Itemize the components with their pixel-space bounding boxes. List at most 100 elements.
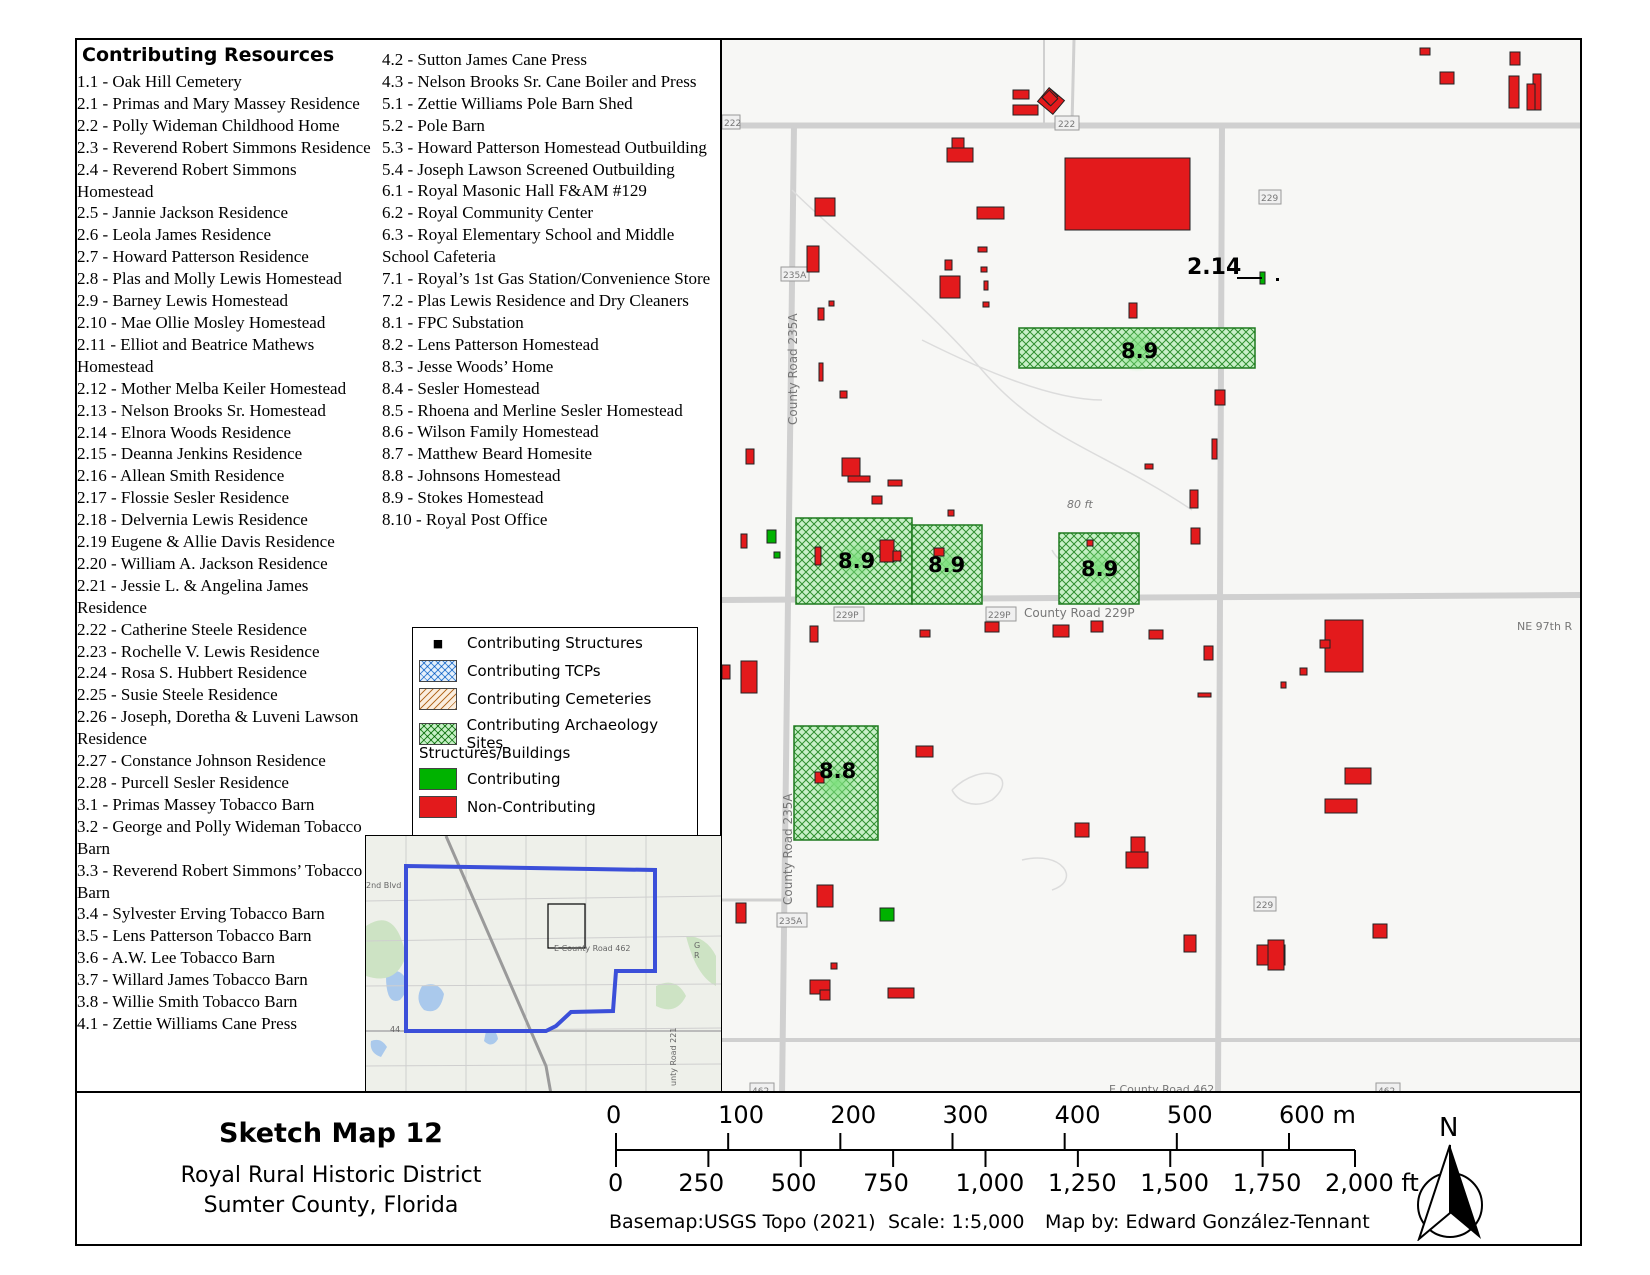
map-legend: ■ Contributing Structures Contributing T… bbox=[412, 627, 698, 839]
map-canvas: 222 222 229 235A 229P 229P 229 235A 462 … bbox=[722, 40, 1580, 1091]
inset-green bbox=[366, 920, 716, 1010]
scale-feet-label: 1,250 bbox=[1047, 1169, 1117, 1197]
resource-item: 2.17 - Flossie Sesler Residence bbox=[77, 488, 289, 508]
resource-item: 2.11 - Elliot and Beatrice Mathews Homes… bbox=[77, 334, 315, 376]
title-block: Sketch Map 12 Royal Rural Historic Distr… bbox=[75, 1091, 587, 1246]
legend-cemeteries: Contributing Cemeteries bbox=[419, 688, 651, 710]
resource-item: 7.1 - Royal’s 1st Gas Station/Convenienc… bbox=[382, 269, 711, 289]
resource-item: 8.9 - Stokes Homestead bbox=[382, 488, 544, 508]
scale-feet-label: 1,000 bbox=[955, 1169, 1025, 1197]
resource-item: 2.18 - Delvernia Lewis Residence bbox=[77, 510, 308, 530]
svg-text:222: 222 bbox=[724, 119, 741, 129]
scale-feet-label: 0 bbox=[608, 1169, 624, 1197]
road-upper-minor bbox=[1070, 40, 1076, 126]
north-arrow-icon bbox=[1417, 1144, 1483, 1241]
basemap-credit: Basemap:USGS Topo (2021) bbox=[609, 1211, 876, 1233]
legend-buildings-heading: Structures/Buildings bbox=[419, 744, 571, 762]
resource-item: 7.2 - Plas Lewis Residence and Dry Clean… bbox=[382, 290, 689, 310]
legend-tcps: Contributing TCPs bbox=[419, 660, 601, 682]
resource-item: 4.1 - Zettie Williams Cane Press bbox=[77, 1013, 297, 1033]
resource-item: 8.8 - Johnsons Homestead bbox=[382, 466, 561, 486]
resource-item: 3.5 - Lens Patterson Tobacco Barn bbox=[77, 926, 312, 946]
resource-item: 5.3 - Howard Patterson Homestead Outbuil… bbox=[382, 137, 707, 157]
scale-meter-label: 100 bbox=[718, 1101, 764, 1129]
resource-item: 2.6 - Leola James Residence bbox=[77, 225, 272, 245]
site-label-a: 8.9 bbox=[1121, 339, 1158, 363]
resource-item: 5.4 - Joseph Lawson Screened Outbuilding bbox=[382, 159, 675, 179]
scale-block: 0 100 200 300 400 500 600 m 0 250 500 750 1,000 1,2… bbox=[585, 1091, 1582, 1246]
district-name: Royal Rural Historic District bbox=[180, 1163, 482, 1188]
label-cr235a-lower: County Road 235A bbox=[781, 793, 795, 905]
svg-text:235A: 235A bbox=[779, 917, 803, 927]
scale-feet-label: 1,500 bbox=[1140, 1169, 1209, 1197]
scale-feet-label: 500 bbox=[770, 1169, 817, 1197]
resource-item: 2.8 - Plas and Molly Lewis Homestead bbox=[77, 269, 342, 289]
resource-item: 2.10 - Mae Ollie Mosley Homestead bbox=[77, 312, 326, 332]
resource-item: 2.21 - Jessie L. & Angelina James Reside… bbox=[77, 575, 309, 617]
inset-extent-box bbox=[547, 903, 586, 949]
shield-235a-lower: 235A bbox=[776, 912, 808, 928]
legend-archaeology: Contributing Archaeology Sites bbox=[419, 716, 697, 752]
label-contour: 80 ft bbox=[1067, 498, 1093, 511]
resource-item: 4.3 - Nelson Brooks Sr. Cane Boiler and … bbox=[382, 71, 697, 91]
scale-meter-label: 300 bbox=[942, 1101, 989, 1129]
archaeology-sites bbox=[793, 327, 1256, 841]
svg-text:229: 229 bbox=[1256, 901, 1273, 911]
resource-item: 2.13 - Nelson Brooks Sr. Homestead bbox=[77, 400, 326, 420]
resource-item: 2.7 - Howard Patterson Residence bbox=[77, 247, 309, 267]
resource-item: 2.14 - Elnora Woods Residence bbox=[77, 422, 292, 442]
resource-item: 3.3 - Reverend Robert Simmons’ Tobacco B… bbox=[77, 860, 363, 902]
svg-text:unty Road 221: unty Road 221 bbox=[669, 1028, 678, 1086]
resource-item: 2.9 - Barney Lewis Homestead bbox=[77, 291, 289, 311]
map-title: Sketch Map 12 bbox=[219, 1118, 443, 1149]
scale-feet-label: 250 bbox=[678, 1169, 725, 1197]
resource-item: 6.3 - Royal Elementary School and Middle… bbox=[382, 225, 675, 267]
resource-item: 2.27 - Constance Johnson Residence bbox=[77, 751, 326, 771]
shield-462-right: 462 bbox=[1375, 1082, 1401, 1091]
svg-text:E County Road 462: E County Road 462 bbox=[554, 944, 631, 953]
contributing-structures-points bbox=[1276, 278, 1279, 281]
scale-feet-label: 750 bbox=[863, 1169, 909, 1197]
scale-meter-label: 0 bbox=[606, 1101, 622, 1129]
resource-item: 2.28 - Purcell Sesler Residence bbox=[77, 773, 289, 792]
resource-item: 6.1 - Royal Masonic Hall F&AM #129 bbox=[382, 181, 647, 201]
legend-structures: ■ Contributing Structures bbox=[432, 634, 643, 652]
scale-feet-label: 2,000 ft bbox=[1325, 1169, 1419, 1197]
svg-text:229: 229 bbox=[1261, 194, 1278, 204]
shield-222-left: 222 bbox=[722, 114, 741, 130]
shield-235a-upper: 235A bbox=[780, 266, 810, 282]
scale-meter-label: 500 bbox=[1166, 1101, 1213, 1129]
site-glows bbox=[814, 328, 1159, 805]
resource-item: 2.12 - Mother Melba Keiler Homestead bbox=[77, 378, 347, 398]
non-contributing-buildings bbox=[722, 47, 1542, 1001]
resource-item: 2.25 - Susie Steele Residence bbox=[77, 685, 278, 705]
svg-text:2nd Blvd: 2nd Blvd bbox=[366, 881, 401, 890]
trails bbox=[791, 189, 1193, 891]
main-map[interactable]: 222 222 229 235A 229P 229P 229 235A 462 … bbox=[720, 38, 1582, 1093]
site-label-d: 8.9 bbox=[1081, 557, 1118, 581]
scale-meter-label: 400 bbox=[1054, 1101, 1101, 1129]
label-ne97th: NE 97th R bbox=[1517, 620, 1572, 633]
resource-item: 6.2 - Royal Community Center bbox=[382, 203, 594, 223]
site-label-c: 8.9 bbox=[928, 553, 965, 577]
resource-item: 2.22 - Catherine Steele Residence bbox=[77, 619, 307, 639]
author-credit: Map by: Edward González-Tennant bbox=[1045, 1211, 1370, 1233]
resource-item: 2.19 Eugene & Allie Davis Residence bbox=[77, 532, 335, 552]
road-shields: 222 222 229 235A 229P 229P 229 235A 462 … bbox=[722, 114, 1401, 1091]
resource-item: 2.24 - Rosa S. Hubbert Residence bbox=[77, 663, 307, 683]
inset-water bbox=[370, 971, 498, 1057]
resource-item: 2.5 - Jannie Jackson Residence bbox=[77, 203, 289, 223]
legend-non-contributing: Non-Contributing bbox=[419, 796, 596, 818]
site-label-e: 8.8 bbox=[819, 759, 856, 783]
resource-item: 2.3 - Reverend Robert Simmons Residence bbox=[77, 137, 371, 157]
resource-item: 2.4 - Reverend Robert Simmons Homestead bbox=[77, 159, 297, 201]
contributing-buildings bbox=[766, 271, 1266, 922]
inset-canvas: 2nd Blvd E County Road 462 unty Road 221… bbox=[366, 836, 721, 1092]
shield-229p-mid: 229P bbox=[985, 606, 1017, 622]
resources-column-1: 1.1 - Oak Hill Cemetery 2.1 - Primas and … bbox=[77, 71, 377, 1035]
scale-ratio: Scale: 1:5,000 bbox=[888, 1211, 1025, 1233]
resource-item: 3.2 - George and Polly Wideman Tobacco B… bbox=[77, 816, 362, 858]
resource-item: 2.15 - Deanna Jenkins Residence bbox=[77, 444, 303, 464]
site-label-b: 8.9 bbox=[838, 549, 875, 573]
inset-locator-map[interactable]: 2nd Blvd E County Road 462 unty Road 221… bbox=[365, 835, 722, 1093]
